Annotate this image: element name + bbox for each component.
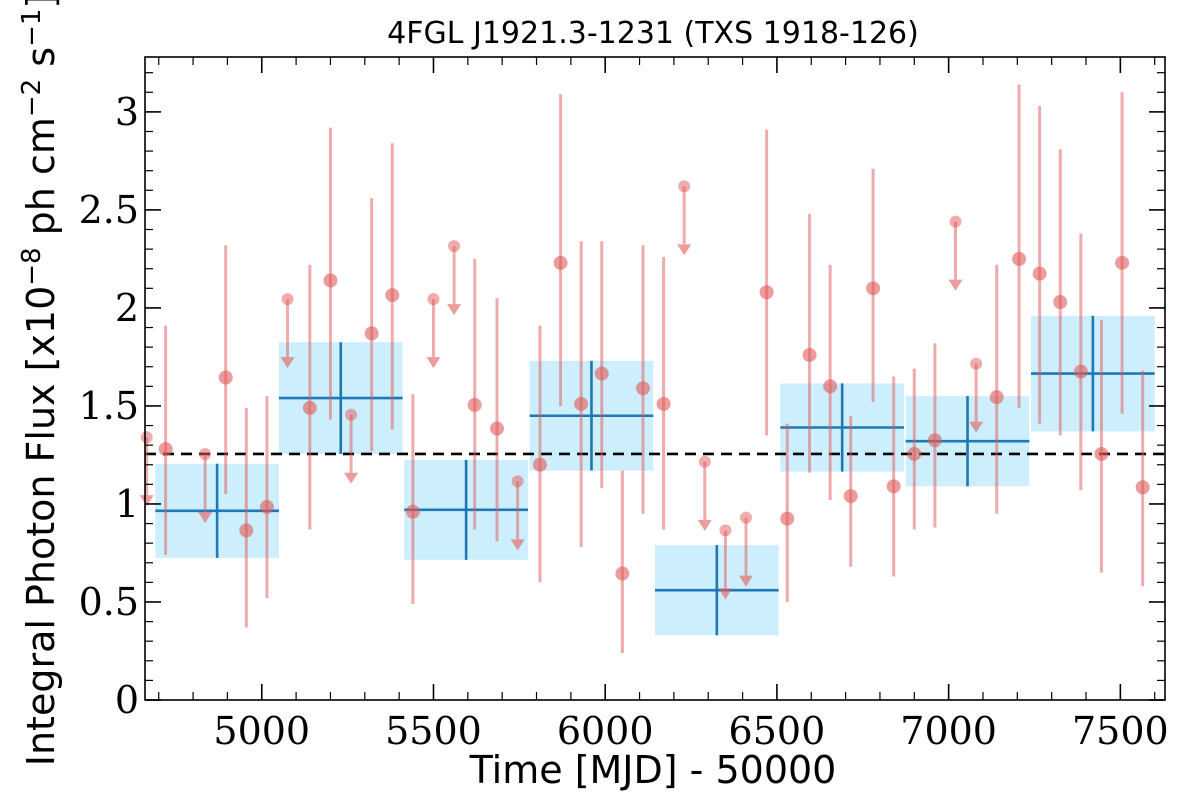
flux-point — [989, 390, 1004, 405]
y-tick-label: 1 — [115, 482, 139, 526]
upper-limit-arrow — [447, 304, 462, 316]
flux-point — [1053, 295, 1068, 310]
x-tick-label: 5500 — [385, 709, 482, 753]
flux-point — [532, 457, 547, 472]
flux-point — [259, 499, 274, 514]
flux-point — [594, 366, 609, 381]
upper-limit-arrow — [969, 421, 984, 433]
flux-point — [802, 347, 817, 362]
flux-point — [927, 433, 942, 448]
upper-limit-cap — [140, 431, 153, 444]
flux-point — [843, 489, 858, 504]
monthly-flux-points — [158, 84, 1150, 653]
flux-point — [302, 400, 317, 415]
y-tick-label: 1.5 — [79, 384, 139, 428]
upper-limit-cap — [199, 447, 212, 460]
upper-limit-arrow — [739, 575, 754, 587]
upper-limit-arrow — [718, 588, 733, 600]
upper-limit-markers — [139, 180, 984, 600]
upper-limit-arrow — [510, 539, 525, 551]
axis-ticks: 5000 5500 6000 6500 7000 7500 0 0.5 1 1.5 2 2.5 3 — [79, 57, 1169, 753]
x-tick-label: 6500 — [729, 709, 826, 753]
binned-flux-boxes — [155, 315, 1155, 636]
flux-point — [759, 285, 774, 300]
y-tick-label: 3 — [115, 90, 139, 134]
upper-limit-cap — [281, 293, 294, 306]
plot-area: 5000 5500 6000 6500 7000 7500 0 0.5 1 1.5 2 2.5 3 — [79, 56, 1169, 753]
flux-point — [364, 326, 379, 341]
x-tick-label: 5000 — [213, 709, 310, 753]
flux-point — [1094, 446, 1109, 461]
flux-point — [780, 511, 795, 526]
flux-point — [615, 566, 630, 581]
flux-point — [1012, 251, 1027, 266]
y-tick-label: 0.5 — [79, 580, 139, 624]
y-tick-label: 0 — [115, 678, 139, 722]
binned-flux-crosses — [155, 315, 1155, 636]
upper-limit-cap — [970, 357, 983, 370]
flux-point — [886, 479, 901, 494]
upper-limit-cap — [719, 524, 732, 537]
x-tick-label: 7000 — [900, 709, 997, 753]
upper-limit-arrow — [426, 357, 441, 369]
upper-limit-arrow — [948, 279, 963, 291]
upper-limit-cap — [698, 455, 711, 468]
upper-limit-cap — [511, 475, 524, 488]
flux-point — [656, 396, 671, 411]
y-axis-label-mid2: s — [19, 47, 63, 79]
upper-limit-cap — [427, 293, 440, 306]
flux-point — [405, 504, 420, 519]
y-axis-label-end: ] — [19, 0, 63, 9]
upper-limit-cap — [949, 215, 962, 228]
flux-point — [907, 446, 922, 461]
y-axis-label-main: Integral Photon Flux [x10 — [19, 286, 63, 767]
flux-point — [467, 397, 482, 412]
flux-point — [218, 370, 233, 385]
y-axis-label: Integral Photon Flux [x10−8 ph cm−2 s−1] — [17, 0, 63, 766]
y-axis-label-exp2: −2 — [17, 79, 47, 117]
flux-point — [1135, 480, 1150, 495]
y-axis-label-mid: ph cm — [19, 117, 63, 247]
flux-point — [1032, 266, 1047, 281]
y-tick-label: 2 — [115, 286, 139, 330]
chart-title: 4FGL J1921.3-1231 (TXS 1918-126) — [387, 16, 919, 51]
x-axis-label: Time [MJD] - 50000 — [469, 748, 837, 792]
y-axis-label-exp3: −1 — [17, 9, 47, 47]
upper-limit-arrow — [198, 511, 213, 523]
upper-limit-cap — [345, 408, 358, 421]
flux-point — [239, 523, 254, 538]
flux-point — [158, 442, 173, 457]
y-tick-label: 2.5 — [79, 188, 139, 232]
flux-point — [553, 255, 568, 270]
plot-frame — [144, 56, 1166, 701]
upper-limit-arrow — [139, 495, 154, 507]
upper-limit-arrow — [280, 357, 295, 369]
upper-limit-cap — [448, 240, 461, 253]
upper-limit-arrow — [697, 519, 712, 531]
y-axis-label-exp1: −8 — [17, 247, 47, 285]
upper-limit-arrow — [344, 472, 359, 484]
flux-point — [1115, 255, 1130, 270]
x-tick-label: 7500 — [1072, 709, 1169, 753]
flux-point — [635, 381, 650, 396]
upper-limit-cap — [678, 180, 691, 193]
upper-limit-cap — [740, 511, 753, 524]
flux-point — [323, 273, 338, 288]
flux-point — [1073, 364, 1088, 379]
upper-limit-arrow — [677, 244, 692, 256]
flux-point — [574, 396, 589, 411]
flux-point — [490, 421, 505, 436]
x-tick-label: 6000 — [557, 709, 654, 753]
flux-point — [385, 288, 400, 303]
flux-point — [866, 281, 881, 296]
flux-point — [823, 379, 838, 394]
